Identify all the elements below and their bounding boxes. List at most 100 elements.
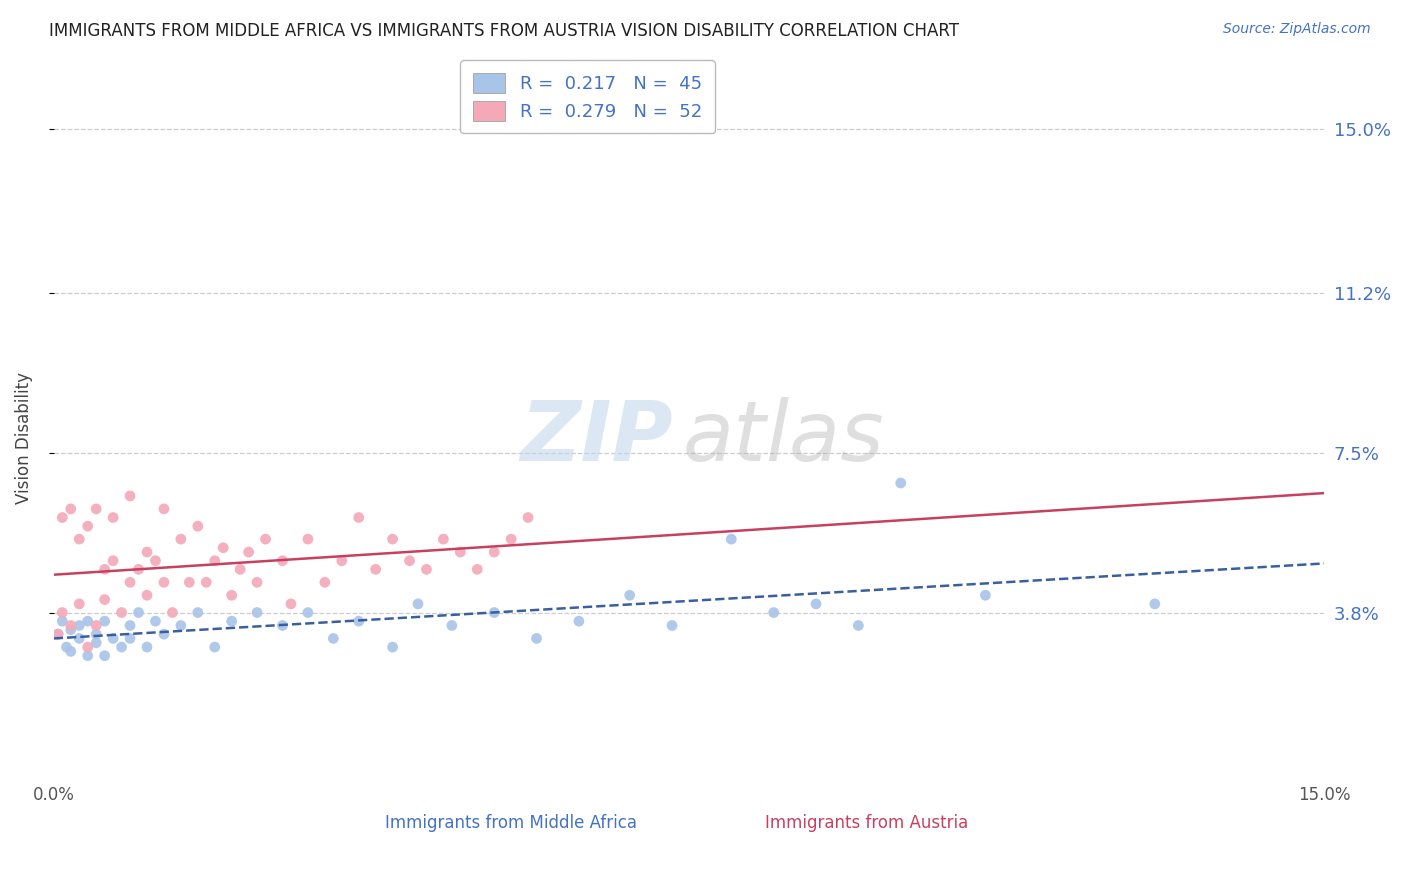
Point bbox=[221, 588, 243, 602]
Point bbox=[46, 627, 69, 641]
Point bbox=[153, 575, 176, 590]
Point bbox=[484, 606, 506, 620]
Point bbox=[238, 545, 260, 559]
Point bbox=[128, 562, 150, 576]
Point bbox=[762, 606, 785, 620]
Point bbox=[101, 510, 124, 524]
Point bbox=[271, 618, 294, 632]
Point bbox=[364, 562, 387, 576]
Point bbox=[93, 648, 115, 663]
Point bbox=[501, 532, 523, 546]
Point bbox=[246, 606, 269, 620]
Text: IMMIGRANTS FROM MIDDLE AFRICA VS IMMIGRANTS FROM AUSTRIA VISION DISABILITY CORRE: IMMIGRANTS FROM MIDDLE AFRICA VS IMMIGRA… bbox=[49, 22, 959, 40]
Point bbox=[84, 502, 107, 516]
Point bbox=[67, 532, 90, 546]
Point bbox=[297, 532, 319, 546]
Point bbox=[76, 648, 98, 663]
Point bbox=[46, 627, 69, 641]
Text: ZIP: ZIP bbox=[520, 397, 672, 478]
Point bbox=[195, 575, 218, 590]
Text: Source: ZipAtlas.com: Source: ZipAtlas.com bbox=[1223, 22, 1371, 37]
Point bbox=[720, 532, 742, 546]
Point bbox=[187, 519, 209, 533]
Point bbox=[204, 554, 226, 568]
Point bbox=[246, 575, 269, 590]
Point bbox=[67, 618, 90, 632]
Point bbox=[974, 588, 997, 602]
Point bbox=[84, 618, 107, 632]
Y-axis label: Vision Disability: Vision Disability bbox=[15, 372, 32, 504]
Point bbox=[110, 606, 132, 620]
Point bbox=[76, 614, 98, 628]
Point bbox=[381, 532, 404, 546]
Point bbox=[204, 640, 226, 654]
Point bbox=[118, 575, 141, 590]
Point bbox=[848, 618, 870, 632]
Point bbox=[153, 627, 176, 641]
Point bbox=[76, 519, 98, 533]
Point bbox=[254, 532, 277, 546]
Point bbox=[145, 614, 167, 628]
Point bbox=[415, 562, 437, 576]
Point bbox=[51, 606, 73, 620]
Point bbox=[136, 545, 159, 559]
Point bbox=[101, 632, 124, 646]
Point bbox=[517, 510, 540, 524]
Point bbox=[484, 545, 506, 559]
Point bbox=[347, 510, 370, 524]
Point bbox=[271, 554, 294, 568]
Point bbox=[51, 510, 73, 524]
Point bbox=[93, 592, 115, 607]
Point bbox=[406, 597, 429, 611]
Point bbox=[84, 636, 107, 650]
Point bbox=[110, 640, 132, 654]
Point bbox=[67, 597, 90, 611]
Point bbox=[1143, 597, 1166, 611]
Point bbox=[136, 588, 159, 602]
Point bbox=[179, 575, 201, 590]
Text: Immigrants from Austria: Immigrants from Austria bbox=[765, 814, 969, 832]
Point bbox=[59, 502, 82, 516]
Point bbox=[118, 618, 141, 632]
Point bbox=[51, 614, 73, 628]
Point bbox=[76, 640, 98, 654]
Point bbox=[59, 644, 82, 658]
Point bbox=[280, 597, 302, 611]
Point bbox=[314, 575, 336, 590]
Point bbox=[136, 640, 159, 654]
Point bbox=[449, 545, 471, 559]
Point bbox=[101, 554, 124, 568]
Point bbox=[619, 588, 641, 602]
Point bbox=[398, 554, 420, 568]
Point bbox=[187, 606, 209, 620]
Point bbox=[170, 532, 193, 546]
Point bbox=[661, 618, 683, 632]
Point bbox=[229, 562, 252, 576]
Point bbox=[118, 632, 141, 646]
Legend: R =  0.217   N =  45, R =  0.279   N =  52: R = 0.217 N = 45, R = 0.279 N = 52 bbox=[460, 61, 714, 134]
Point bbox=[322, 632, 344, 646]
Point bbox=[432, 532, 454, 546]
Text: Immigrants from Middle Africa: Immigrants from Middle Africa bbox=[385, 814, 637, 832]
Point bbox=[890, 475, 912, 490]
Point bbox=[212, 541, 235, 555]
Point bbox=[347, 614, 370, 628]
Point bbox=[804, 597, 827, 611]
Point bbox=[93, 614, 115, 628]
Point bbox=[297, 606, 319, 620]
Point bbox=[162, 606, 184, 620]
Point bbox=[440, 618, 463, 632]
Point bbox=[59, 618, 82, 632]
Point bbox=[568, 614, 591, 628]
Point bbox=[84, 627, 107, 641]
Text: atlas: atlas bbox=[683, 397, 884, 478]
Point bbox=[145, 554, 167, 568]
Point bbox=[381, 640, 404, 654]
Point bbox=[330, 554, 353, 568]
Point bbox=[93, 562, 115, 576]
Point bbox=[465, 562, 488, 576]
Point bbox=[59, 623, 82, 637]
Point bbox=[128, 606, 150, 620]
Point bbox=[526, 632, 548, 646]
Point bbox=[55, 640, 77, 654]
